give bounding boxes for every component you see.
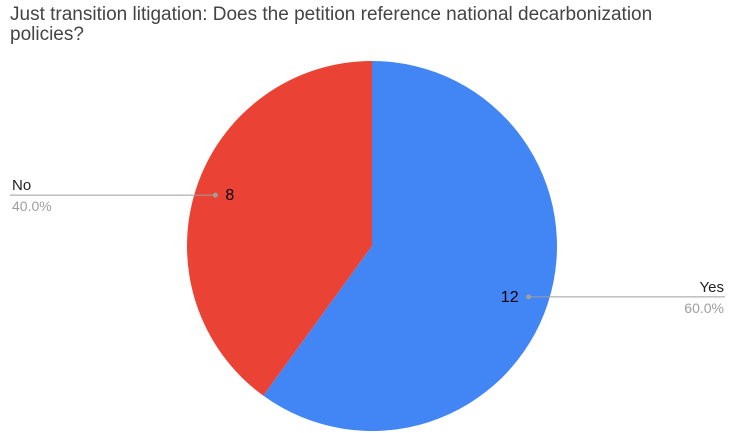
- slice-value-label-no: 8: [225, 187, 234, 204]
- legend-label-no: No: [12, 177, 31, 194]
- pie-labels: 12 Yes 60.0% 8 No 40.0%: [10, 177, 725, 316]
- legend-label-yes: Yes: [700, 279, 724, 296]
- slice-value-label-yes: 12: [501, 289, 519, 306]
- legend-percent-yes: 60.0%: [684, 300, 724, 316]
- pie-slice-no: [186, 61, 372, 396]
- pie-slices: [186, 61, 557, 431]
- legend-percent-no: 40.0%: [12, 198, 52, 214]
- chart-title: Just transition litigation: Does the pet…: [10, 4, 653, 45]
- pie-slice-yes: [263, 61, 557, 431]
